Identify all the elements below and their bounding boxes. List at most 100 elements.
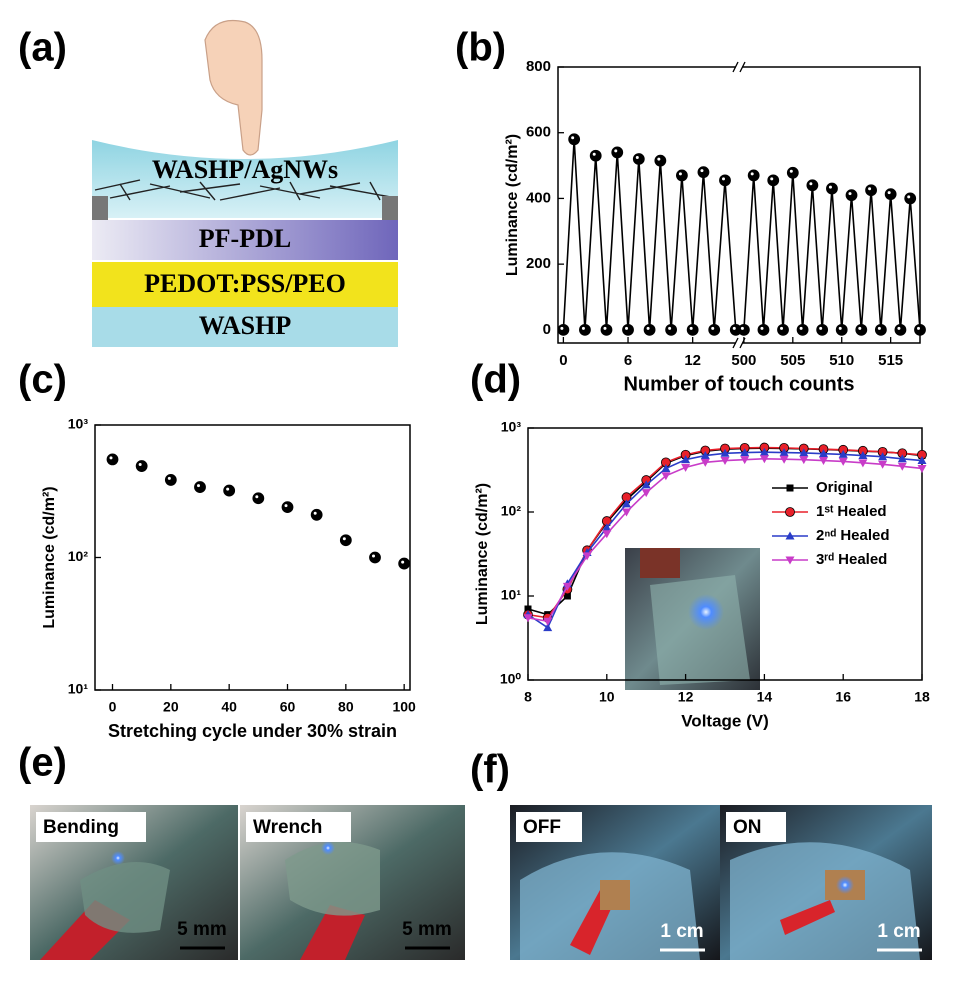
panel-label: (d) [470,358,521,402]
marker [787,485,794,492]
y-tick-label: 10² [501,503,522,519]
marker-highlight [878,327,881,330]
marker [807,180,818,191]
marker-highlight [401,561,404,564]
y-tick-label: 10³ [68,416,89,432]
marker [768,175,779,186]
marker-highlight [800,327,803,330]
y-tick-label: 600 [526,124,551,141]
marker [738,324,749,335]
x-tick-label: 515 [878,352,903,369]
marker-highlight [868,187,871,190]
marker-highlight [888,191,891,194]
marker [846,190,857,201]
marker [885,189,896,200]
marker-highlight [751,172,754,175]
legend-label: Original [816,479,873,496]
marker-highlight [780,327,783,330]
layer-label: WASHP/AgNWs [152,155,338,184]
marker-highlight [197,484,200,487]
y-tick-label: 10³ [501,419,522,435]
x-tick-label: 12 [678,689,694,705]
marker [644,324,655,335]
marker [709,324,720,335]
marker [195,482,206,493]
marker-highlight [839,327,842,330]
photo-label: Wrench [253,817,322,838]
marker-highlight [858,327,861,330]
layer-label: PEDOT:PSS/PEO [144,269,346,298]
y-axis-title: Luminance (cd/m²) [474,483,491,625]
x-tick-label: 8 [524,689,532,705]
finger [205,20,262,155]
marker-highlight [917,327,920,330]
marker-highlight [897,327,900,330]
marker [224,485,235,496]
marker [370,552,381,563]
plot-frame [558,67,920,343]
marker-highlight [741,327,744,330]
photo-label: OFF [523,817,561,838]
marker-highlight [722,177,725,180]
marker-highlight [603,327,606,330]
layer-label: PF-PDL [199,224,291,253]
marker-highlight [849,192,852,195]
marker [797,324,808,335]
marker [786,508,795,517]
y-tick-label: 800 [526,58,551,75]
scale-label: 1 cm [660,921,703,942]
marker [836,324,847,335]
marker [915,324,926,335]
chart: 02040608010010¹10²10³Stretching cycle un… [41,416,416,741]
marker-highlight [285,504,288,507]
marker-highlight [139,463,142,466]
marker [311,509,322,520]
marker [856,324,867,335]
marker-highlight [343,537,346,540]
legend-label: 2ⁿᵈ Healed [816,527,890,544]
data-line [563,139,735,330]
x-axis-title: Voltage (V) [681,711,769,730]
y-tick-label: 10² [68,548,89,564]
panel-label: (e) [18,741,67,785]
inset-photo [625,548,760,690]
marker [340,535,351,546]
marker [817,324,828,335]
photo: ON 1 cm [720,805,932,960]
marker-highlight [226,488,229,491]
x-tick-label: 0 [109,699,117,715]
marker-highlight [255,495,258,498]
marker [136,461,147,472]
marker-highlight [809,182,812,185]
y-tick-label: 10¹ [68,681,89,697]
marker [612,147,623,158]
marker [748,170,759,181]
marker [282,502,293,513]
marker-highlight [760,327,763,330]
marker-highlight [560,327,563,330]
x-tick-label: 16 [835,689,851,705]
layer-label: WASHP [199,311,292,340]
marker [666,324,677,335]
marker [165,474,176,485]
marker-highlight [690,327,693,330]
marker-highlight [110,456,113,459]
y-tick-label: 200 [526,255,551,272]
marker [687,324,698,335]
marker-highlight [829,186,832,189]
marker [107,454,118,465]
marker-highlight [679,172,682,175]
marker-highlight [372,555,375,558]
scale-label: 1 cm [877,921,920,942]
marker [778,324,789,335]
photo: Bending 5 mm [30,805,238,960]
marker [918,465,927,473]
marker-highlight [790,170,793,173]
marker [590,150,601,161]
scale-label: 5 mm [177,919,227,940]
marker [601,324,612,335]
marker [558,324,569,335]
x-tick-label: 20 [163,699,179,715]
y-tick-label: 10¹ [501,587,522,603]
marker [655,155,666,166]
